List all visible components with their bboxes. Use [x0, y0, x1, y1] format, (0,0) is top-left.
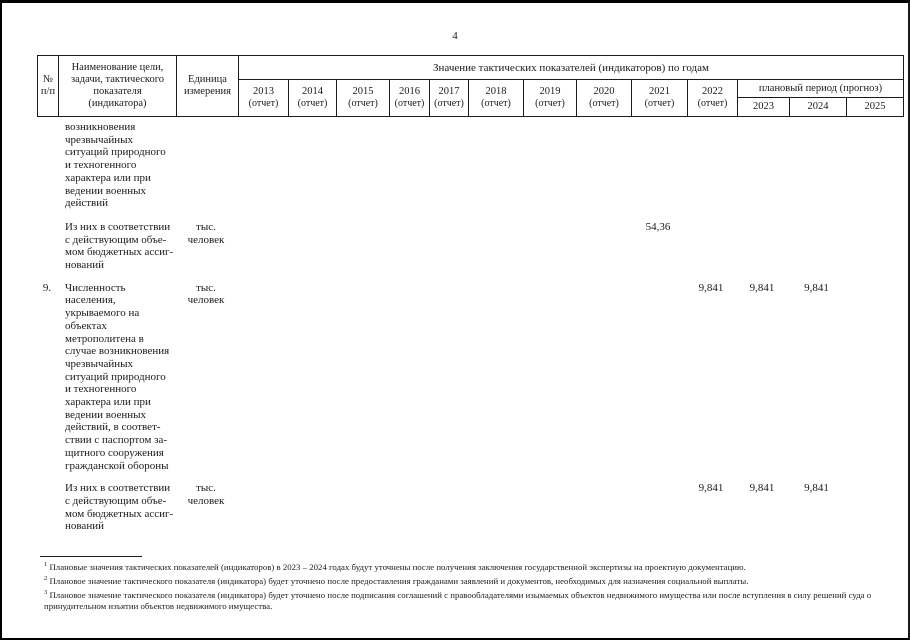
page-number: 4: [452, 30, 458, 42]
footnote-separator-line: [40, 556, 142, 557]
column-header-unit: Единица измерения: [176, 56, 238, 116]
table-row: Из них в соответствии с действующим объе…: [37, 221, 904, 272]
column-header-year-2025: 2025: [846, 97, 903, 116]
column-header-year-2013: 2013 (отчет): [238, 79, 288, 116]
column-header-year-2018: 2018 (отчет): [468, 79, 523, 116]
footnote-text: Плановое значение тактического показател…: [49, 575, 749, 586]
footnote-2: 2 Плановое значение тактического показат…: [44, 573, 892, 587]
table-header: № п/п Наименование цели, задачи, тактиче…: [37, 55, 904, 117]
indicator-name: Численность населения, укрываемого на об…: [65, 281, 170, 472]
unit-of-measure: тыс. человек: [187, 281, 225, 307]
column-header-row-number: № п/п: [40, 74, 56, 97]
column-header-year-2016: 2016 (отчет): [389, 79, 429, 116]
value-2022: 9,841: [698, 281, 724, 294]
table-row: 9. Численность населения, укрываемого на…: [37, 282, 904, 473]
value-2021: 54,36: [645, 220, 671, 233]
column-header-year-2023: 2023: [737, 97, 789, 116]
indicator-name: Из них в соответствии с действующим объе…: [65, 482, 174, 533]
column-header-year-2021: 2021 (отчет): [631, 79, 687, 116]
indicators-table: № п/п Наименование цели, задачи, тактиче…: [37, 55, 904, 533]
indicator-name: Из них в соответствии с действующим объе…: [65, 220, 174, 272]
column-header-year-2024: 2024: [789, 97, 846, 116]
column-header-indicator-name: Наименование цели, задачи, тактического …: [58, 56, 176, 116]
footnote-3: 3 Плановое значение тактического показат…: [44, 587, 892, 612]
footnotes: 1 Плановые значения тактических показате…: [44, 559, 892, 612]
footnote-marker: 1: [44, 561, 48, 568]
column-header-year-2017: 2017 (отчет): [429, 79, 468, 116]
value-2024: 9,841: [804, 482, 829, 495]
column-header-year-2022: 2022 (отчет): [687, 79, 737, 116]
footnote-marker: 3: [44, 588, 48, 596]
indicator-name-continuation: возникновения чрезвычайных ситуаций прир…: [65, 121, 166, 210]
value-2023: 9,841: [749, 281, 775, 294]
column-header-year-2015: 2015 (отчет): [336, 79, 389, 116]
unit-of-measure: тыс. человек: [187, 482, 225, 507]
unit-of-measure: тыс. человек: [187, 220, 225, 246]
footnote-text: Плановое значение тактического показател…: [44, 589, 872, 611]
table-row: возникновения чрезвычайных ситуаций прир…: [37, 121, 904, 210]
column-header-year-2019: 2019 (отчет): [523, 79, 576, 116]
row-number: 9.: [42, 281, 52, 294]
table-row: Из них в соответствии с действующим объе…: [37, 482, 904, 533]
value-2024: 9,841: [804, 281, 829, 294]
column-header-year-2014: 2014 (отчет): [288, 79, 336, 116]
column-header-values-title: Значение тактических показателей (индика…: [238, 56, 903, 79]
column-header-plan-period: плановый период (прогноз): [737, 79, 903, 97]
value-2023: 9,841: [749, 482, 775, 495]
column-header-year-2020: 2020 (отчет): [576, 79, 631, 116]
footnote-marker: 2: [44, 574, 48, 582]
footnote-text: Плановые значения тактических показателе…: [49, 561, 746, 572]
value-2022: 9,841: [698, 482, 724, 495]
footnote-1: 1 Плановые значения тактических показате…: [44, 559, 892, 573]
